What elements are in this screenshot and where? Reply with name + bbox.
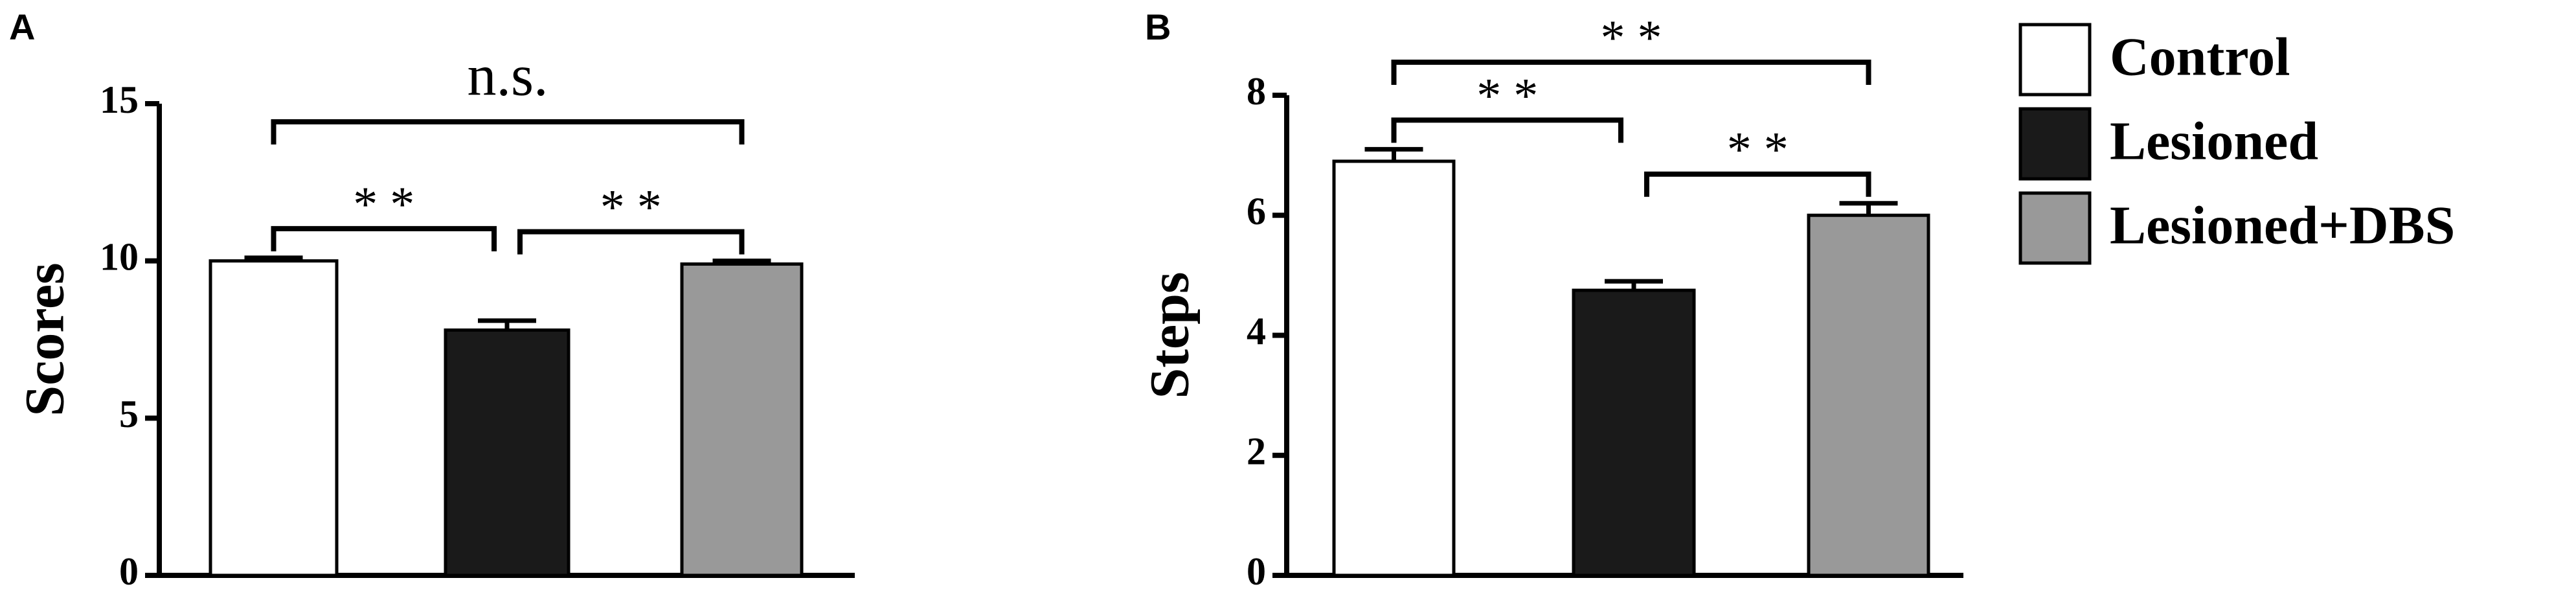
y-tick-label: 10: [100, 235, 139, 278]
significance-bracket: [1644, 171, 1871, 197]
y-tick-label: 4: [1247, 310, 1266, 352]
significance-bracket: [1391, 117, 1623, 143]
legend-swatch: [2018, 107, 2092, 181]
legend-swatch: [2018, 191, 2092, 265]
significance-label: * *: [1601, 10, 1662, 65]
significance-bracket: [271, 119, 745, 144]
legend-label: Lesioned: [2110, 111, 2318, 171]
significance-label: * *: [353, 177, 414, 231]
significance-bracket: [517, 229, 745, 255]
y-tick-label: 5: [119, 393, 139, 435]
legend-swatch: [2018, 23, 2092, 97]
significance-label: * *: [1476, 69, 1538, 123]
bar: [1572, 288, 1696, 577]
bar: [444, 328, 571, 577]
bar: [1807, 213, 1930, 577]
significance-label: * *: [1727, 122, 1789, 177]
significance-bracket: [1391, 60, 1871, 85]
panel-label: B: [1145, 6, 1171, 47]
y-tick-label: 6: [1247, 190, 1266, 233]
bar: [1332, 159, 1456, 577]
bar: [680, 262, 804, 577]
bar: [209, 259, 339, 577]
y-tick-label: 15: [100, 78, 139, 121]
y-tick-label: 0: [1247, 550, 1266, 593]
significance-label: * *: [600, 180, 662, 235]
panel-label: A: [9, 6, 35, 47]
y-axis-label: Scores: [14, 262, 76, 416]
significance-bracket: [271, 225, 497, 251]
y-tick-label: 0: [119, 550, 139, 593]
significance-label: n.s.: [467, 44, 548, 108]
y-axis-label: Steps: [1138, 272, 1201, 399]
legend-label: Lesioned+DBS: [2110, 195, 2455, 255]
legend-label: Control: [2110, 27, 2290, 87]
y-tick-label: 8: [1247, 70, 1266, 113]
y-tick-label: 2: [1247, 430, 1266, 473]
